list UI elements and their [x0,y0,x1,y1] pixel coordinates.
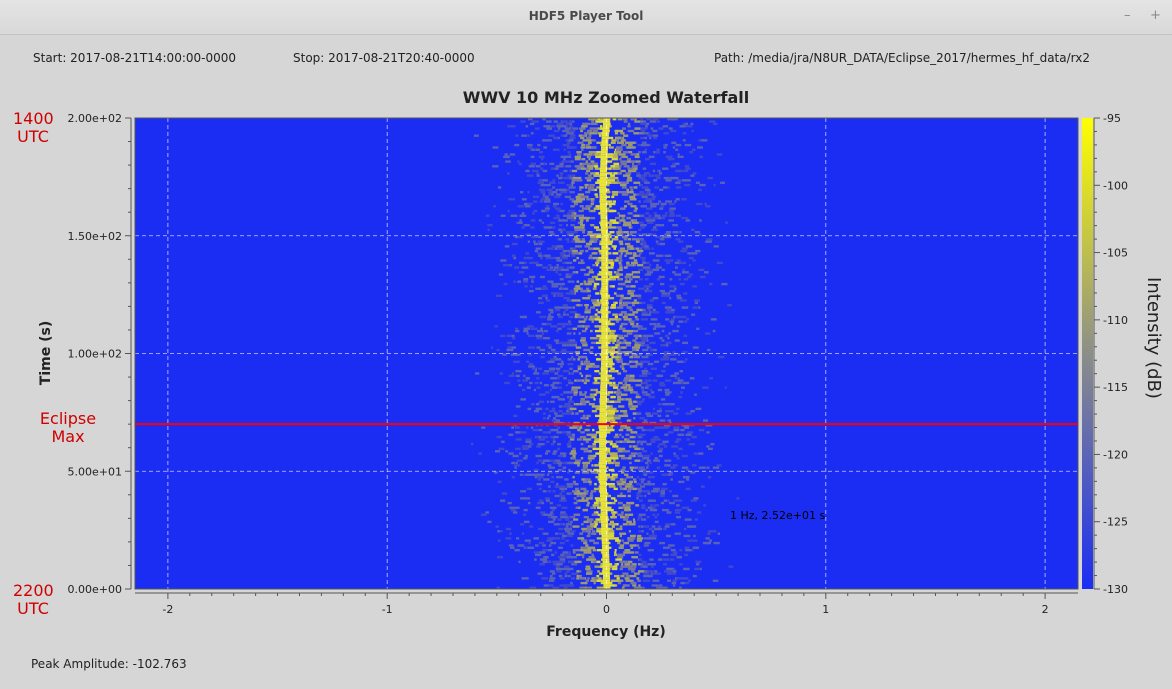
y-tick-label: 2.00e+02 [68,112,122,125]
cursor-readout: 1 Hz, 2.52e+01 s [730,509,826,522]
start-utc-time: 1400 [13,109,54,128]
stop-time-label: Stop: 2017-08-21T20:40-0000 [293,51,475,65]
y-tick-label: 5.00e+01 [68,465,122,478]
chart-title: WWV 10 MHz Zoomed Waterfall [462,88,750,107]
eclipse-max-line2: Max [51,427,85,446]
colorbar-tick-label: -125 [1103,516,1128,529]
y-tick-label: 0.00e+00 [68,583,122,596]
start-time-label: Start: 2017-08-21T14:00:00-0000 [33,51,237,65]
x-tick-label: -2 [162,603,173,616]
colorbar-tick-label: -115 [1103,381,1128,394]
colorbar [1082,118,1093,589]
colorbar-tick-label: -130 [1103,583,1128,596]
x-tick-label: 0 [603,603,610,616]
waterfall-signal [470,118,740,589]
y-axis: 0.00e+00 5.00e+01 1.00e+02 1.50e+02 2.00e+02 [68,112,132,596]
y-tick-label: 1.00e+02 [68,348,122,361]
window-title: HDF5 Player Tool [528,9,644,23]
end-utc-time: 2200 [13,581,54,600]
x-tick-label: 2 [1042,603,1049,616]
title-bar: HDF5 Player Tool – + [0,0,1172,35]
colorbar-label: Intensity (dB) [1143,277,1164,399]
minimize-button[interactable]: – [1124,8,1131,23]
eclipse-max-annotation: Eclipse Max [30,410,106,446]
colorbar-tick-label: -105 [1103,247,1128,260]
colorbar-tick-label: -100 [1103,179,1128,192]
start-utc-annotation: 1400 UTC [13,109,54,146]
start-utc-unit: UTC [17,127,49,146]
colorbar-ticks: -95 -100 -105 -110 -115 -120 -125 -130 [1094,112,1128,596]
y-axis-label: Time (s) [38,321,54,385]
x-tick-label: 1 [822,603,829,616]
path-label: Path: /media/jra/N8UR_DATA/Eclipse_2017/… [714,51,1091,65]
plot-frame [134,117,1079,590]
maximize-button[interactable]: + [1150,8,1161,23]
colorbar-tick-label: -95 [1103,112,1121,125]
colorbar-tick-label: -120 [1103,448,1128,461]
eclipse-max-line1: Eclipse [39,409,97,428]
colorbar-tick-label: -110 [1103,314,1128,327]
x-axis: -2 -1 0 1 2 [135,592,1078,616]
y-tick-label: 1.50e+02 [68,230,122,243]
x-tick-label: -1 [382,603,393,616]
x-axis-label: Frequency (Hz) [546,624,665,640]
end-utc-unit: UTC [17,599,49,618]
end-utc-annotation: 2200 UTC [13,581,54,618]
peak-amplitude: Peak Amplitude: -102.763 [31,657,187,671]
